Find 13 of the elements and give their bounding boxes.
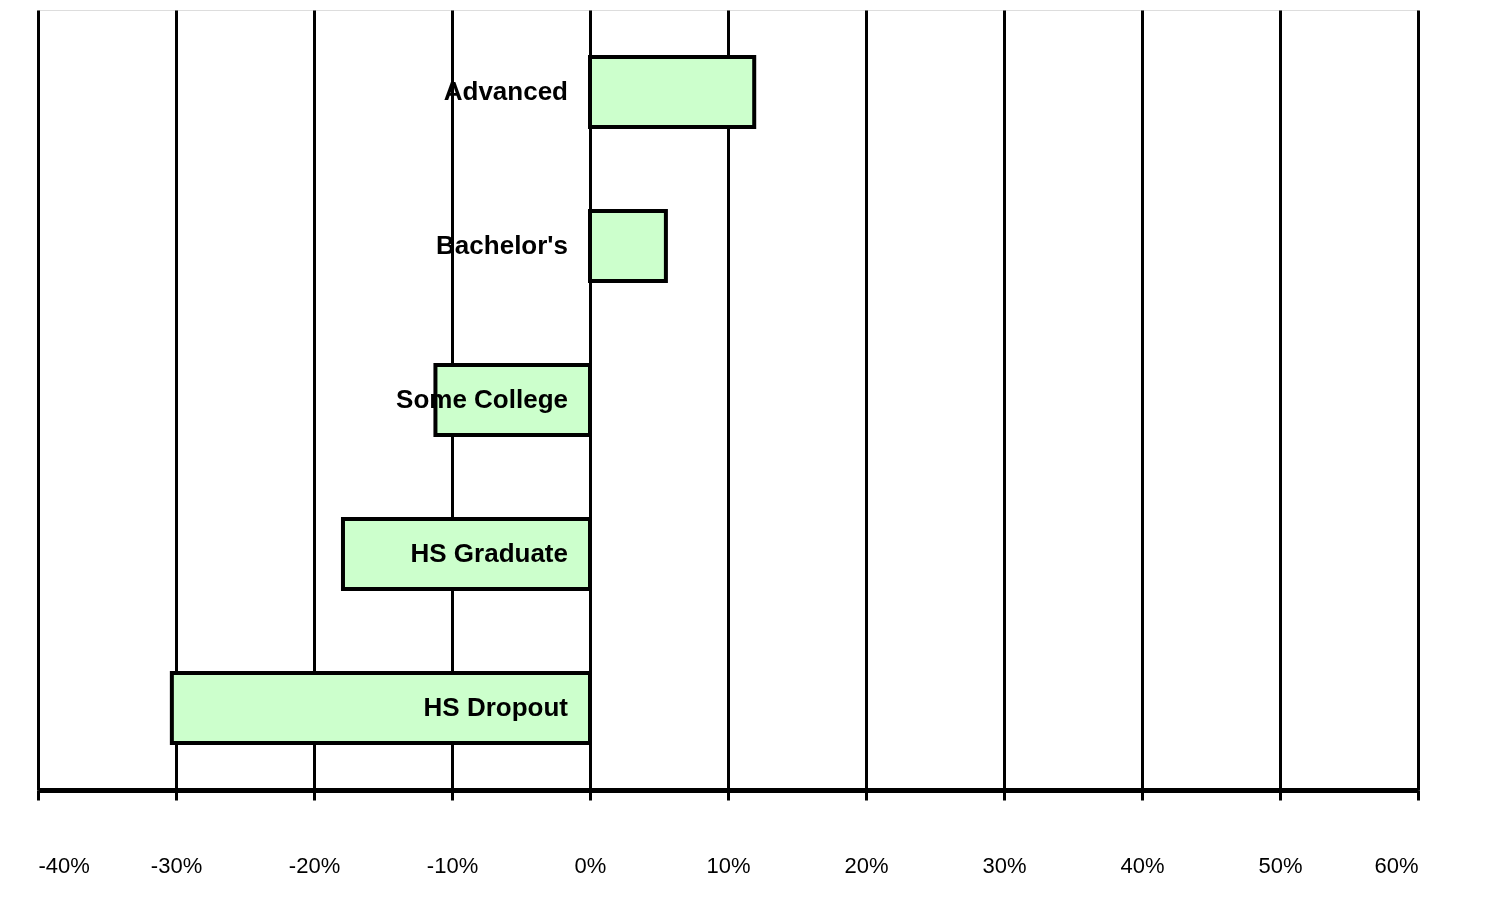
x-tick-label: -40% xyxy=(38,852,90,878)
y-tick-label: HS Graduate xyxy=(410,538,568,568)
x-tick-label: -30% xyxy=(150,852,203,878)
x-tick-label: 0% xyxy=(574,852,607,878)
x-tick-label: 20% xyxy=(844,852,889,878)
x-tick-label: 40% xyxy=(1120,852,1165,878)
x-tick-label: -20% xyxy=(288,852,341,878)
y-tick-label: HS Dropout xyxy=(423,692,569,722)
x-tick-label: 60% xyxy=(1374,852,1419,878)
x-tick-label: 10% xyxy=(706,852,751,878)
x-tick-label: -10% xyxy=(426,852,479,878)
x-tick-label: 50% xyxy=(1258,852,1303,878)
x-tick-label: 30% xyxy=(982,852,1027,878)
